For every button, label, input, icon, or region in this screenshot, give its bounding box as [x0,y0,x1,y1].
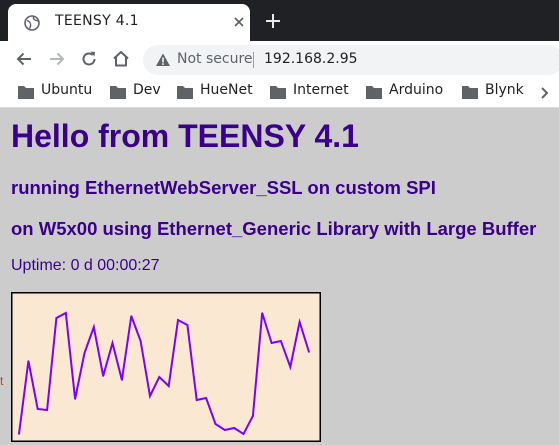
page-content: Hello from TEENSY 4.1 running EthernetWe… [0,108,559,445]
chart-point-25 [252,415,254,417]
folder-icon [177,86,193,99]
chart-point-23 [233,427,235,429]
chart-point-6 [74,398,76,400]
warning-triangle-icon[interactable] [155,52,171,68]
tab-title: TEENSY 4.1 [55,13,139,29]
tab-strip: TEENSY 4.1 [0,0,559,41]
bookmark-label: Internet [293,82,349,98]
folder-icon [462,86,478,99]
back-arrow-icon[interactable] [14,49,34,69]
clipped-edge-text: t [0,374,4,388]
chart-point-19 [195,399,198,401]
chart-point-5 [64,312,67,314]
chart-point-29 [289,366,292,368]
bookmark-label: Arduino [389,82,444,98]
chart-point-30 [298,321,301,323]
chart-point-11 [121,379,123,381]
subheading-server: running EthernetWebServer_SSL on custom … [11,177,436,198]
uptime-text: Uptime: 0 d 00:00:27 [11,257,160,274]
chart-point-9 [102,375,104,377]
forward-arrow-icon[interactable] [47,49,67,69]
chart-point-4 [55,317,58,319]
chart-point-22 [224,429,226,431]
folder-icon [270,86,286,99]
browser-toolbar: Not secure 192.168.2.95 [0,41,559,77]
not-secure-label[interactable]: Not secure [177,51,253,67]
bookmark-label: Blynk [485,82,524,98]
chart-point-13 [139,340,142,342]
address-separator [253,52,254,68]
chart-point-12 [130,315,133,317]
browser-tab[interactable]: TEENSY 4.1 [8,4,250,41]
chart-point-28 [280,340,282,342]
folder-icon [366,86,382,99]
chart-point-26 [261,312,264,314]
chart-point-21 [214,423,217,425]
close-icon[interactable] [231,14,247,30]
line-chart [11,292,321,442]
chart-background [11,292,321,442]
chart-point-24 [242,433,245,435]
chart-point-10 [111,342,114,344]
chart-point-27 [270,342,273,344]
folder-icon [18,86,34,99]
reload-icon[interactable] [79,49,99,69]
chart-point-2 [36,408,39,410]
chart-point-16 [167,385,170,387]
chart-point-8 [93,326,95,328]
bookmark-label: Dev [133,82,161,98]
chart-point-18 [186,324,189,326]
address-bar[interactable]: Not secure 192.168.2.95 [143,45,559,75]
chart-point-15 [158,376,161,378]
globe-icon [24,15,40,31]
chart-point-14 [149,395,151,397]
bookmarks-bar: Ubuntu Dev HueNet Internet Arduino Blynk [0,77,559,108]
chevron-right-icon[interactable] [541,87,549,99]
new-tab-plus-icon[interactable] [264,12,282,30]
chart-point-3 [46,409,48,411]
url-text[interactable]: 192.168.2.95 [264,51,358,67]
chart-point-17 [177,319,179,321]
home-icon[interactable] [111,49,131,69]
chart-point-31 [308,351,310,353]
subheading-library: on W5x00 using Ethernet_Generic Library … [11,218,537,239]
bookmark-label: HueNet [200,82,253,98]
chart-series-line [18,311,310,436]
chart-point-20 [205,397,207,399]
chart-point-7 [83,352,86,354]
bookmark-label: Ubuntu [41,82,93,98]
chart-point-0 [18,433,20,435]
page-heading: Hello from TEENSY 4.1 [11,118,359,154]
chart-point-1 [27,360,30,362]
folder-icon [110,86,126,99]
